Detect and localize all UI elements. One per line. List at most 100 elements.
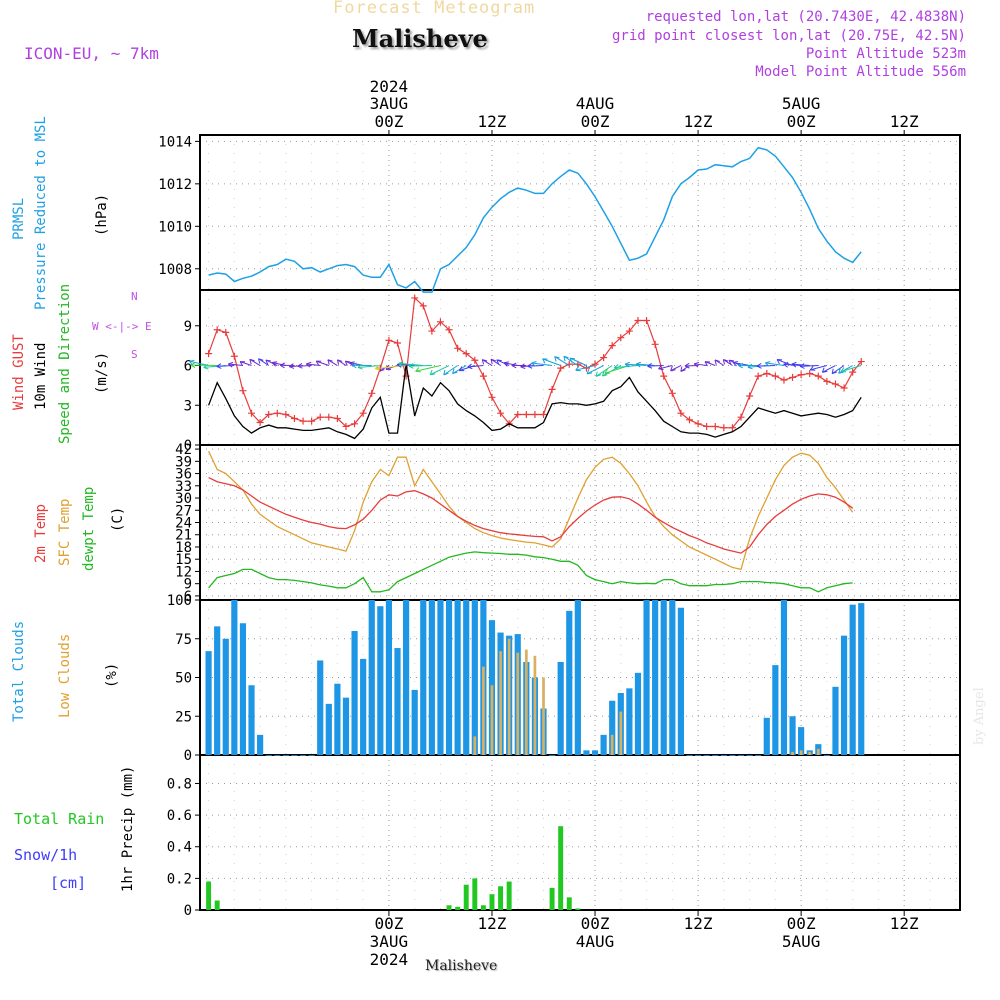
wind-direction-arrowhead: [503, 361, 509, 367]
model-label: ICON-EU, ~ 7km: [24, 44, 159, 63]
wind-direction-arrowhead: [467, 363, 473, 370]
wind-gust-marker: [454, 344, 462, 352]
total-clouds-bar: [660, 600, 667, 755]
total-clouds-bar: [308, 755, 315, 756]
wind-direction-arrowhead: [569, 357, 576, 363]
wind-gust-marker: [325, 413, 333, 421]
temperature-ytick-label: 12: [175, 564, 192, 580]
wind-gust-marker: [359, 409, 367, 417]
total-clouds-bar: [445, 600, 453, 755]
rain-bar: [506, 881, 512, 910]
wind-direction-arrowhead: [838, 368, 844, 374]
top-time-label: 4AUG: [576, 94, 615, 113]
wind-direction-arrowhead: [280, 362, 285, 369]
low-clouds-bar: [799, 750, 803, 755]
wind-direction-arrow: [575, 365, 596, 371]
wind-direction-arrowhead: [624, 361, 630, 368]
wind-gust-marker: [514, 411, 522, 419]
wind-direction-arrowhead: [647, 363, 653, 369]
wind-gust-marker: [488, 393, 496, 401]
wind-direction-arrow: [415, 365, 441, 372]
precipitation-ytick-label: 0.6: [167, 808, 192, 824]
low-clouds-bar: [490, 685, 494, 755]
low-clouds-bar: [542, 677, 545, 755]
total-clouds-bar: [686, 755, 693, 756]
wind-direction-arrowhead: [595, 371, 601, 377]
snow-label: Snow/1h: [14, 846, 78, 864]
wind-direction-arrow: [569, 357, 587, 366]
total-clouds-bar: [798, 727, 805, 755]
total-clouds-bar: [849, 604, 856, 755]
wind-gust-marker: [806, 369, 814, 377]
wind-direction-arrowhead: [458, 366, 465, 372]
wind-gust-marker: [548, 385, 556, 393]
total-clouds-bar: [557, 662, 564, 755]
wind-direction-arrowhead: [305, 361, 312, 368]
wind-direction-arrow: [496, 359, 510, 366]
wind-gust-marker: [248, 409, 256, 417]
total-clouds-bar: [643, 600, 650, 755]
rain-bar: [206, 881, 212, 910]
wind-gust-marker: [540, 411, 548, 419]
wind-gust-marker: [634, 316, 642, 324]
clouds-ytick-label: 0: [184, 748, 192, 764]
wind-gust-marker: [746, 392, 754, 400]
wind-gust-marker: [273, 409, 281, 417]
precipitation-panel-frame: [199, 754, 961, 911]
wind-gust-marker: [728, 424, 736, 432]
wind-gust-marker: [625, 327, 633, 335]
sfc-temp-series-line: [208, 450, 854, 571]
wind-direction-arrow: [694, 363, 707, 367]
wind-gust-marker: [316, 413, 324, 421]
low-clouds-bar: [610, 734, 614, 755]
low-clouds-bar: [499, 651, 502, 755]
wind-gust-marker: [685, 416, 693, 424]
wind-gust-marker: [213, 326, 221, 334]
wind-gust-marker: [608, 342, 616, 350]
wind-direction-arrowhead: [190, 362, 196, 368]
wind-gust-marker: [651, 340, 659, 348]
wind-gust-marker: [737, 413, 745, 421]
total-clouds-bar: [282, 755, 289, 756]
requested-coords: requested lon,lat (20.7430E, 42.4838N): [645, 9, 966, 25]
low-clouds-bar: [808, 751, 812, 755]
top-time-label: 3AUG: [370, 94, 409, 113]
wind-direction-arrow: [704, 361, 716, 366]
wind-ytick-label: 9: [184, 319, 192, 335]
wind-direction-arrowhead: [527, 363, 533, 369]
top-time-label: 12Z: [890, 112, 919, 131]
wind-direction-arrow: [822, 365, 836, 373]
wind-direction-arrowhead: [443, 369, 449, 376]
total-clouds-bar: [377, 606, 384, 755]
bottom-time-label: 00Z: [581, 914, 610, 933]
total-clouds-bar: [325, 703, 332, 755]
wind-direction-arrowhead: [658, 364, 664, 370]
temperature-ytick-label: 39: [175, 454, 192, 470]
precipitation-ytick-label: 0.4: [167, 840, 192, 856]
wind-direction-arrowhead: [357, 364, 363, 370]
wind-direction-arrowhead: [680, 366, 686, 372]
total-clouds-bar: [703, 755, 710, 756]
total-clouds-bar: [239, 623, 247, 755]
wind-gust-marker: [754, 372, 762, 380]
wind-gust-marker: [694, 420, 702, 428]
wind-direction-arrowhead: [481, 359, 488, 365]
wind-direction-arrowhead: [821, 367, 828, 373]
wind-gust-marker: [205, 350, 213, 358]
wind-direction-arrowhead: [563, 355, 569, 362]
total-clouds-bar: [746, 755, 753, 756]
rain-bar: [480, 905, 486, 910]
wind-ytick-label: 0: [184, 438, 192, 454]
wind-direction-arrowhead: [398, 361, 404, 367]
wind-direction-arrow: [375, 365, 407, 370]
wind-direction-arrowhead: [693, 361, 700, 368]
wind-direction-arrowhead: [271, 361, 278, 367]
wind-direction-arrow: [791, 363, 810, 367]
wind-gust-marker: [351, 420, 359, 428]
pressure-ytick-label: 1014: [158, 134, 192, 150]
wind-gust-marker: [857, 358, 865, 366]
pressure-series-line: [208, 146, 862, 293]
temperature-ytick-label: 21: [175, 528, 192, 544]
wind-ytick-label: 3: [184, 398, 192, 414]
